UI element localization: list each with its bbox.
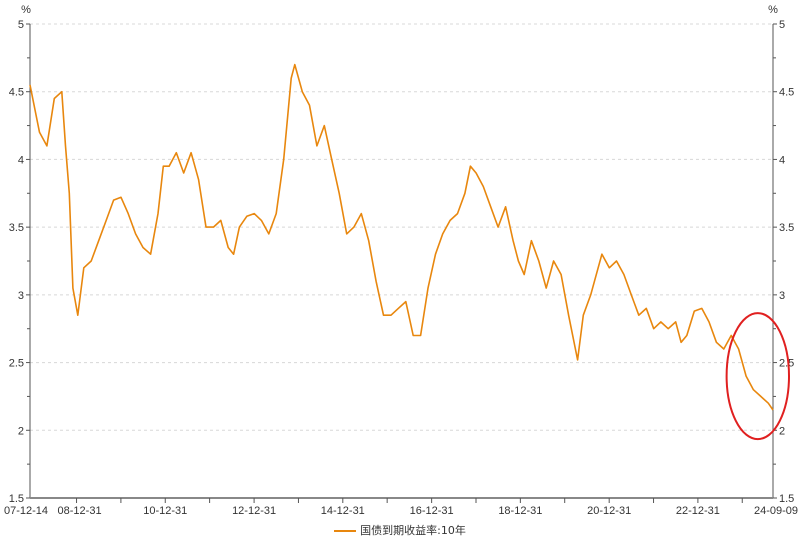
y-tick-label-right: 2	[779, 425, 785, 437]
yield-line-chart: 1.5 1.5 2 2 2.5 2.5 3 3 3.5 3.5 4 4 4.5 4.5 5 5% % 07-12-…	[4, 4, 798, 517]
x-tick-label: 14-12-31	[321, 505, 365, 517]
y-tick-label-right: 4.5	[779, 87, 794, 99]
y-tick-label-right: 2.5	[779, 358, 794, 370]
x-tick-label: 22-12-31	[676, 505, 720, 517]
x-tick-label: 18-12-31	[498, 505, 542, 517]
y-tick-label-right: 3	[779, 290, 785, 302]
x-tick-label: 08-12-31	[58, 505, 102, 517]
series-line	[29, 63, 774, 411]
y-tick-label-right: 5	[779, 19, 785, 31]
highlight-ellipse	[725, 312, 791, 441]
y-tick-label-left: 3	[18, 290, 24, 302]
x-tick-label: 16-12-31	[410, 505, 454, 517]
x-tick-label: 12-12-31	[232, 505, 276, 517]
y-tick-label-right: 4	[779, 154, 785, 166]
x-tick-label: 07-12-14	[4, 505, 48, 517]
y-tick-label-left: 1.5	[9, 493, 24, 505]
y-tick-label-left: 4.5	[9, 87, 24, 99]
y-tick-label-right: 3.5	[779, 222, 794, 234]
y-tick-label-right: 1.5	[779, 493, 794, 505]
y-unit-right: %	[768, 4, 778, 16]
y-unit-left: %	[21, 4, 31, 16]
x-tick-label: 20-12-31	[587, 505, 631, 517]
legend-swatch	[334, 530, 357, 532]
y-tick-label-left: 4	[18, 154, 24, 166]
y-tick-label-left: 2	[18, 425, 24, 437]
y-tick-label-left: 3.5	[9, 222, 24, 234]
legend-label: 国债到期收益率:10年	[360, 524, 466, 537]
y-tick-label-left: 2.5	[9, 358, 24, 370]
x-tick-label: 10-12-31	[143, 505, 187, 517]
y-tick-label-left: 5	[18, 19, 24, 31]
x-tick-label: 24-09-09	[754, 505, 798, 517]
legend: 国债到期收益率:10年	[0, 522, 800, 538]
